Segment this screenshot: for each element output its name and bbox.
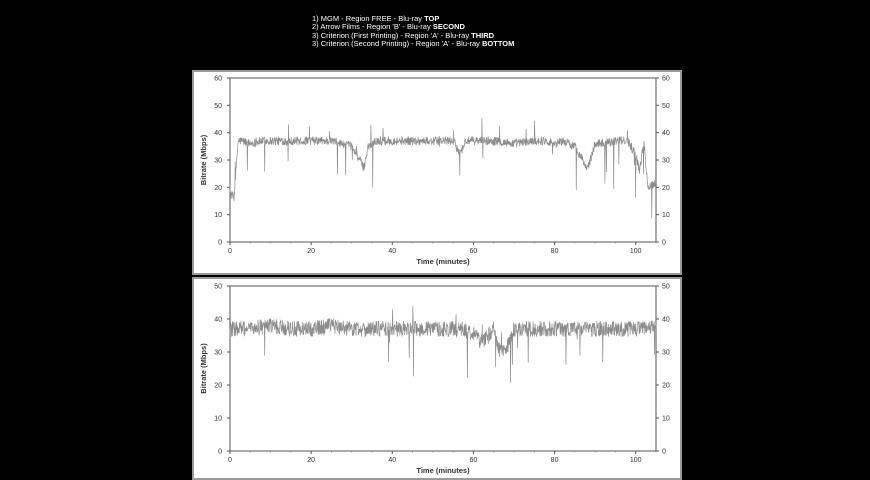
legend-item-second: 2) Arrow Films - Region 'B' - Blu-ray SE… — [312, 22, 465, 32]
bottom-ytick-label-left-40: 40 — [214, 317, 222, 324]
bottom-ytick-label-right-20: 20 — [662, 383, 670, 390]
legend-item-top: 1) MGM - Region FREE - Blu-ray TOP — [312, 14, 440, 23]
top-xtick-label-100: 100 — [630, 248, 642, 255]
top-ytick-label-left-60: 60 — [214, 76, 222, 83]
top-y-axis-title: Bitrate (Mbps) — [199, 134, 208, 185]
bottom-xtick-label-60: 60 — [470, 457, 478, 464]
top-xtick-label-60: 60 — [470, 248, 478, 255]
top-ytick-label-left-40: 40 — [214, 130, 222, 137]
chart-legend: 1) MGM - Region FREE - Blu-ray TOP 2) Ar… — [312, 14, 515, 49]
top-ytick-label-right-30: 30 — [662, 158, 670, 165]
top-xtick-label-80: 80 — [551, 248, 559, 255]
top-ytick-label-right-0: 0 — [662, 240, 666, 247]
bottom-ytick-label-left-0: 0 — [218, 449, 222, 456]
bottom-ytick-label-right-30: 30 — [662, 350, 670, 357]
top-xtick-label-0: 0 — [228, 248, 232, 255]
top-ytick-label-left-20: 20 — [214, 185, 222, 192]
top-ytick-label-right-60: 60 — [662, 76, 670, 83]
top-ytick-label-right-40: 40 — [662, 130, 670, 137]
top-xtick-label-20: 20 — [307, 248, 315, 255]
bottom-bitrate-trace — [229, 306, 657, 383]
bottom-ytick-label-right-50: 50 — [662, 284, 670, 291]
bottom-xtick-label-40: 40 — [388, 457, 396, 464]
top-ytick-label-right-10: 10 — [662, 212, 670, 219]
top-x-axis-title: Time (minutes) — [416, 257, 470, 266]
bottom-plot-area — [229, 285, 657, 452]
bottom-x-axis-title: Time (minutes) — [416, 466, 470, 475]
bottom-ytick-label-left-50: 50 — [214, 284, 222, 291]
top-ytick-label-right-20: 20 — [662, 185, 670, 192]
legend-item-third: 3) Criterion (First Printing) - Region '… — [312, 30, 495, 40]
bottom-xtick-label-0: 0 — [228, 457, 232, 464]
bitrate-chart-bottom: 0 0 10 10 20 20 30 30 40 40 50 50 0 20 40 60 80 100 Time (… — [192, 277, 682, 480]
top-ytick-label-left-10: 10 — [214, 212, 222, 219]
top-ytick-label-right-50: 50 — [662, 103, 670, 110]
bottom-ytick-label-right-0: 0 — [662, 449, 666, 456]
top-ytick-label-left-0: 0 — [218, 240, 222, 247]
bottom-ytick-label-right-10: 10 — [662, 416, 670, 423]
top-xtick-label-40: 40 — [388, 248, 396, 255]
bottom-xtick-label-80: 80 — [551, 457, 559, 464]
bottom-xtick-label-100: 100 — [630, 457, 642, 464]
top-bitrate-trace — [229, 117, 657, 219]
bottom-ytick-label-left-10: 10 — [214, 416, 222, 423]
bottom-xtick-label-20: 20 — [307, 457, 315, 464]
top-plot-area — [229, 77, 657, 243]
top-ytick-label-left-30: 30 — [214, 158, 222, 165]
bottom-ytick-label-left-20: 20 — [214, 383, 222, 390]
legend-item-bottom: 3) Criterion (Second Printing) - Region … — [312, 39, 515, 49]
bottom-y-axis-title: Bitrate (Mbps) — [199, 343, 208, 394]
bottom-ytick-label-left-30: 30 — [214, 350, 222, 357]
bottom-ytick-label-right-40: 40 — [662, 317, 670, 324]
bitrate-chart-top: 0 0 10 10 20 20 30 30 40 40 50 50 60 60 0 20 40 60 80 100 Ti… — [192, 70, 682, 275]
top-ytick-label-left-50: 50 — [214, 103, 222, 110]
